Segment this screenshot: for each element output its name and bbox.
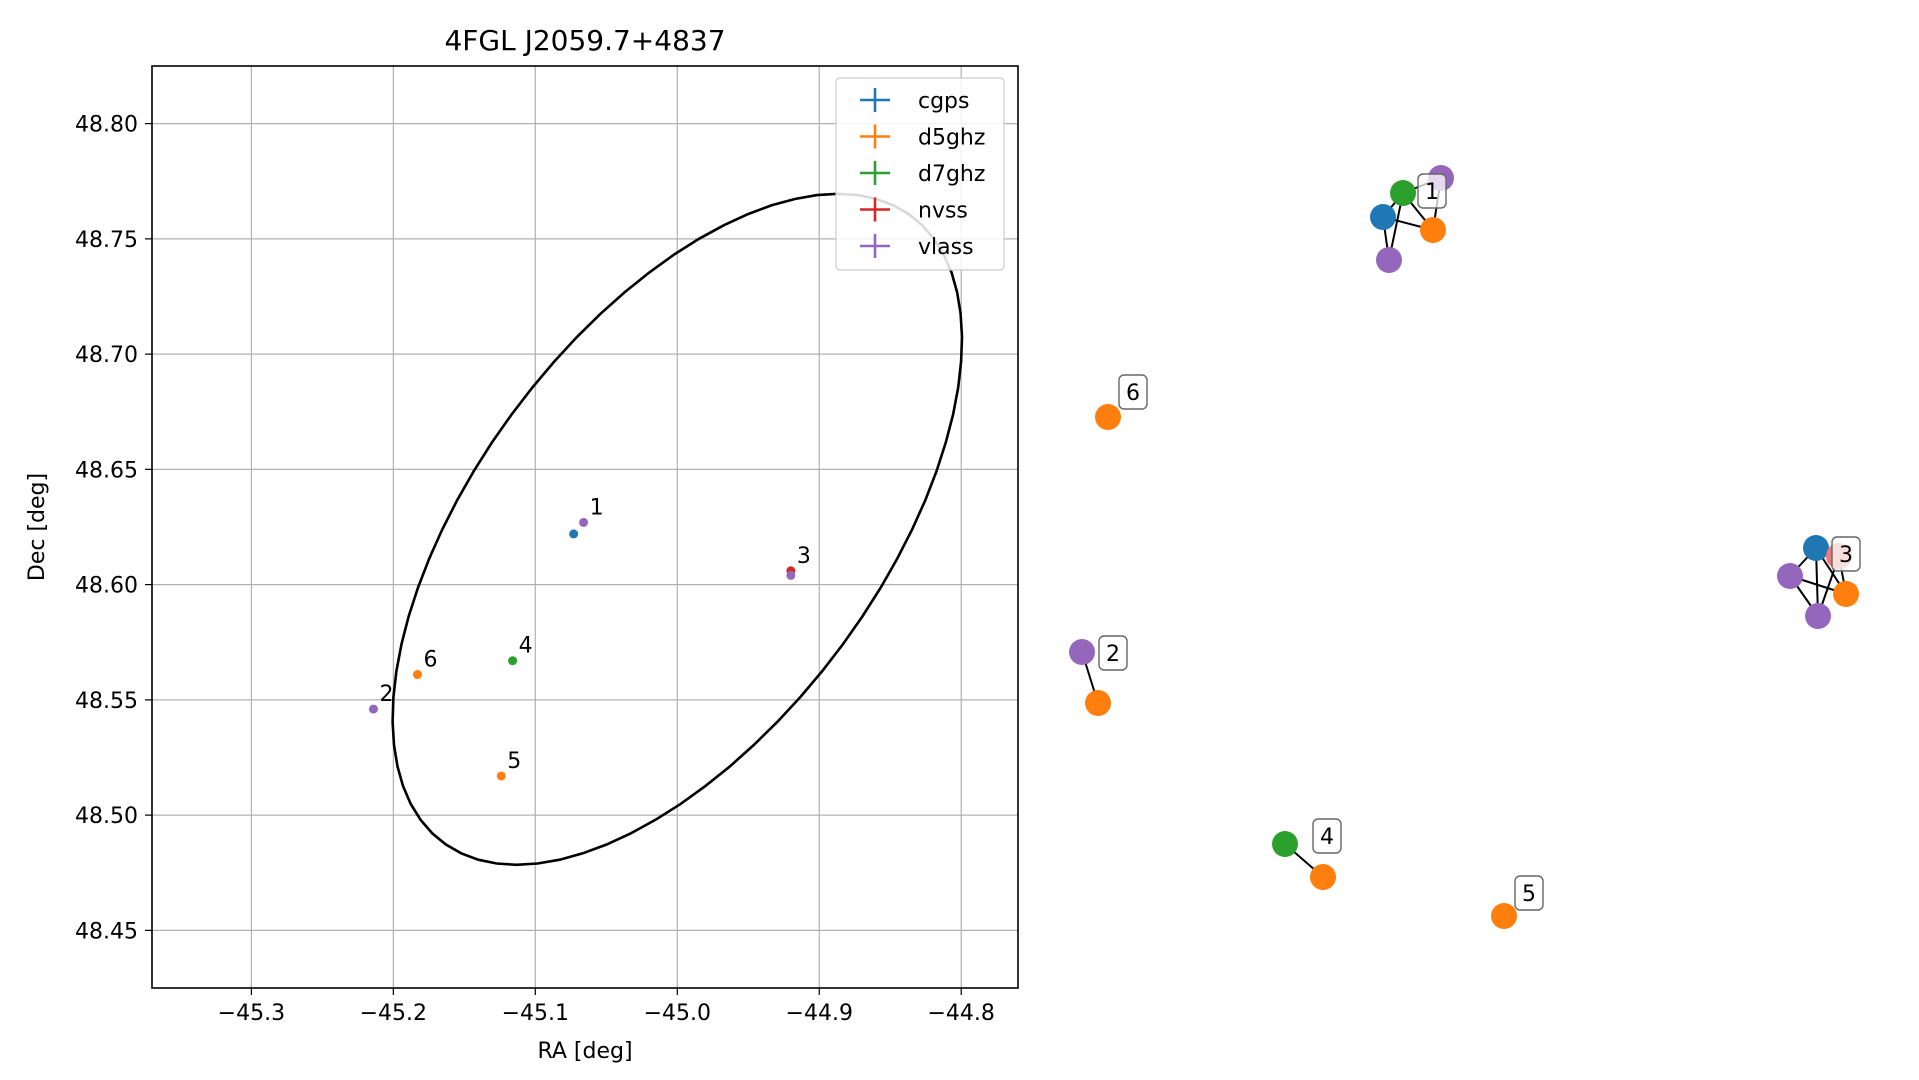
x-tick-label: −45.0 — [644, 1001, 711, 1026]
y-tick-label: 48.75 — [75, 228, 138, 253]
graph-node-d5ghz — [1833, 581, 1859, 607]
graph-node-d5ghz — [1095, 404, 1121, 430]
y-tick-label: 48.70 — [75, 343, 138, 368]
y-tick-label: 48.50 — [75, 804, 138, 829]
graph-edges — [1081, 177, 1847, 878]
data-points — [368, 517, 796, 781]
node-label-box — [1514, 875, 1544, 911]
graph-node-d5ghz — [1420, 217, 1446, 243]
y-tick-label: 48.80 — [75, 113, 138, 138]
graph-node-cgps — [1803, 535, 1829, 561]
point-vlass — [786, 570, 796, 580]
localization-ellipse — [391, 192, 964, 867]
chart-title: 4FGL J2059.7+4837 — [444, 24, 725, 57]
node-label: 4 — [1320, 825, 1334, 850]
localization-ellipse-layer — [391, 192, 964, 867]
node-label-box — [1417, 173, 1447, 209]
node-label-box — [1118, 374, 1148, 410]
point-label: 6 — [423, 648, 437, 673]
x-tick-label: −45.1 — [502, 1001, 569, 1026]
point-label: 5 — [507, 749, 521, 774]
graph-nodes — [1069, 165, 1859, 929]
point-cgps — [569, 529, 579, 539]
point-d5ghz — [496, 771, 506, 781]
graph-node-d5ghz — [1491, 903, 1517, 929]
point-label: 1 — [590, 495, 604, 520]
legend: cgps d5ghz d7ghz nvss vlass — [835, 77, 1005, 271]
network-graph: 1 2 3 4 5 6 — [1069, 165, 1861, 929]
y-axis-label: Dec [deg] — [25, 473, 50, 581]
point-vlass — [368, 704, 378, 714]
graph-node-vlass — [1805, 603, 1831, 629]
node-label-box — [1312, 818, 1342, 854]
graph-node-d5ghz — [1310, 864, 1336, 890]
node-label: 5 — [1522, 882, 1536, 907]
point-vlass — [579, 517, 589, 527]
point-d7ghz — [508, 656, 518, 666]
legend-entry-d7ghz: d7ghz — [918, 162, 985, 187]
x-tick-label: −45.3 — [218, 1001, 285, 1026]
graph-node-d7ghz — [1390, 180, 1416, 206]
scatter-plot: 1 2 3 4 5 6 −45.3 −45.2 −45.1 −45.0 −44.9 −44.8 48… — [25, 24, 1019, 1064]
graph-node-d7ghz — [1272, 831, 1298, 857]
graph-node-vlass — [1777, 563, 1803, 589]
node-label: 2 — [1106, 642, 1120, 667]
y-tick-label: 48.60 — [75, 574, 138, 599]
graph-node-d5ghz — [1085, 690, 1111, 716]
y-tick-label: 48.55 — [75, 689, 138, 714]
point-d5ghz — [412, 670, 422, 680]
x-axis-ticks: −45.3 −45.2 −45.1 −45.0 −44.9 −44.8 — [218, 988, 995, 1026]
point-label: 3 — [797, 544, 811, 569]
legend-entry-vlass: vlass — [918, 235, 974, 260]
node-label-box — [1098, 635, 1128, 671]
legend-entry-d5ghz: d5ghz — [918, 126, 985, 151]
node-label-box — [1831, 536, 1861, 572]
graph-node-vlass — [1069, 639, 1095, 665]
point-label: 4 — [519, 634, 533, 659]
x-tick-label: −44.8 — [928, 1001, 995, 1026]
node-label: 3 — [1839, 543, 1853, 568]
x-tick-label: −45.2 — [360, 1001, 427, 1026]
y-tick-label: 48.45 — [75, 919, 138, 944]
node-label: 6 — [1126, 381, 1140, 406]
point-labels: 1 2 3 4 5 6 — [379, 495, 810, 774]
legend-entry-nvss: nvss — [918, 199, 968, 224]
plot-frame — [151, 65, 1019, 989]
y-tick-label: 48.65 — [75, 458, 138, 483]
legend-entry-cgps: cgps — [918, 89, 970, 114]
graph-node-cgps — [1370, 204, 1396, 230]
x-axis-label: RA [deg] — [537, 1039, 632, 1064]
graph-node-labels: 1 2 3 4 5 6 — [1098, 173, 1861, 911]
node-label: 1 — [1425, 180, 1439, 205]
y-axis-ticks: 48.45 48.50 48.55 48.60 48.65 48.70 48.75 48.80 — [75, 113, 152, 944]
legend-box — [835, 77, 1005, 271]
point-label: 2 — [379, 682, 393, 707]
x-tick-label: −44.9 — [786, 1001, 853, 1026]
graph-node-vlass — [1376, 247, 1402, 273]
